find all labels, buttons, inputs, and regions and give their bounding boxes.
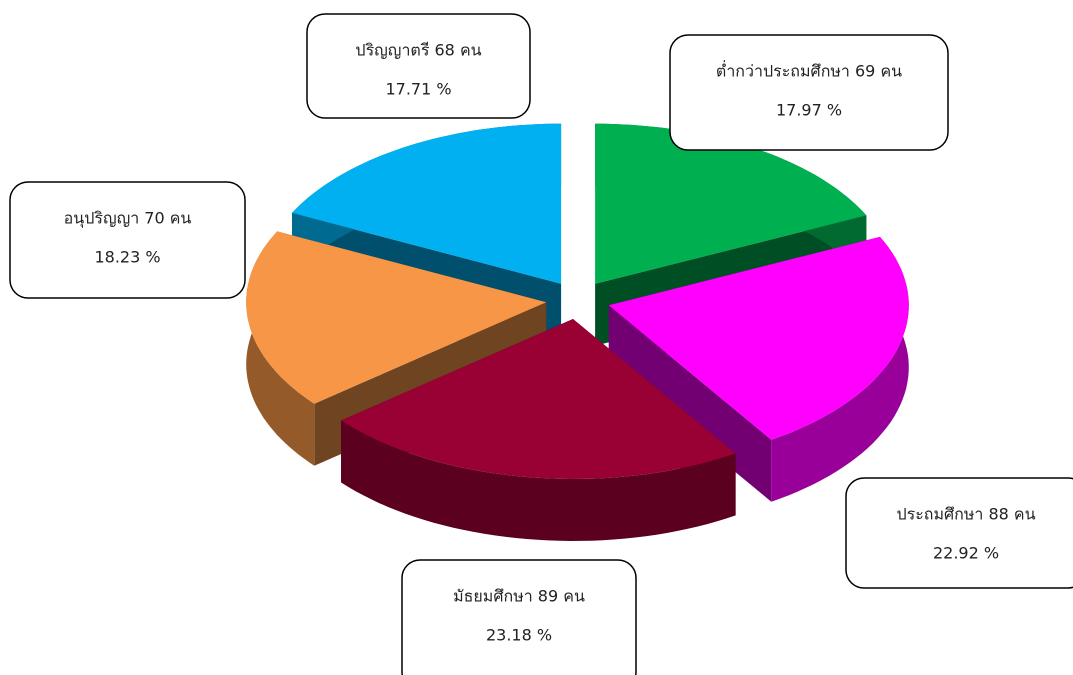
callout-category: ต่ำกว่าประถมศึกษา 69 คน <box>716 60 902 81</box>
callout-category: มัธยมศึกษา 89 คน <box>453 587 585 606</box>
slice-top <box>292 123 562 284</box>
callout-box <box>669 34 949 151</box>
callout-category: ปริญญาตรี 68 คน <box>355 41 481 60</box>
callout-value: 22.92 % <box>933 544 999 563</box>
slice-top <box>341 319 736 479</box>
callout-category: อนุปริญญา 70 คน <box>64 209 192 229</box>
callout-value: 17.71 % <box>385 80 451 99</box>
pie-slice <box>341 319 736 541</box>
callout-value: 23.18 % <box>486 626 552 645</box>
slice-top <box>608 236 909 440</box>
callout-box <box>845 477 1073 589</box>
callout-category: ประถมศึกษา 88 คน <box>896 505 1035 524</box>
slice-top <box>595 123 867 284</box>
callout-value: 18.23 % <box>94 248 160 267</box>
callout-box <box>306 13 531 119</box>
slice-side <box>341 420 736 541</box>
slice-top <box>246 231 547 404</box>
slice-side <box>771 236 909 502</box>
callout-value: 17.97 % <box>776 101 842 120</box>
callout-box <box>401 559 637 675</box>
callout-box <box>9 181 246 299</box>
